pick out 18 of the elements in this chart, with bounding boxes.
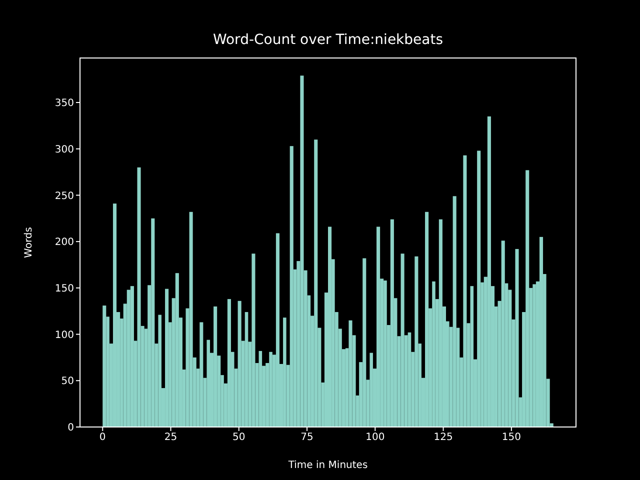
x-tick-label: 0 [99,432,106,444]
y-tick-label: 350 [54,98,74,110]
y-tick-label: 300 [54,144,74,156]
x-tick-label: 25 [164,432,178,444]
y-tick-label: 100 [54,330,74,341]
x-tick-label: 50 [232,432,246,444]
x-tick-label: 100 [366,432,385,444]
y-tick-label: 150 [54,283,74,294]
y-tick-label: 250 [54,190,74,202]
chart-title: Word-Count over Time:niekbeats [212,32,444,48]
x-axis-title: Time in Minutes [287,460,368,471]
y-tick-label: 50 [61,376,74,388]
x-tick-label: 125 [434,432,453,444]
y-axis-title: Words [24,227,35,258]
x-tick-label: 150 [502,432,521,444]
y-tick-label: 200 [54,237,74,248]
y-tick-label: 0 [68,422,74,434]
x-tick-label: 75 [300,432,314,444]
